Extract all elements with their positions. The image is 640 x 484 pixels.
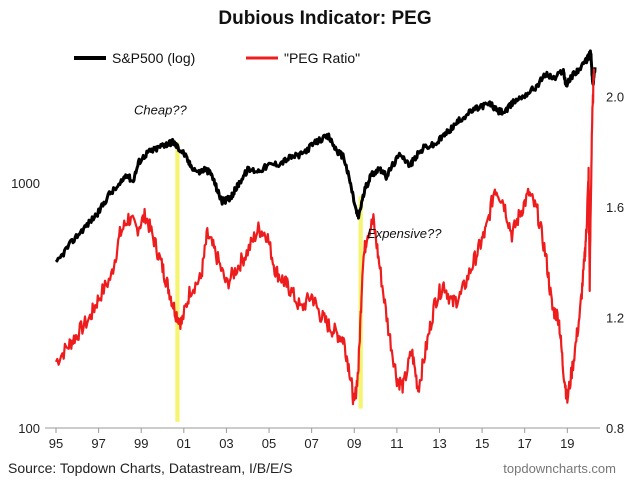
series-line-sp500	[54, 49, 597, 263]
chart-title: Dubious Indicator: PEG	[218, 8, 431, 29]
y-right-tick-label: 2.0	[606, 89, 624, 104]
series-line-peg	[55, 68, 595, 406]
x-tick-label: 99	[134, 436, 148, 451]
x-tick-label: 09	[347, 436, 361, 451]
x-tick-label: 95	[49, 436, 63, 451]
annotation-expensive: Expensive??	[367, 226, 442, 241]
highlight-bands	[175, 142, 363, 422]
site-watermark: topdowncharts.com	[503, 461, 616, 476]
x-tick-label: 03	[219, 436, 233, 451]
x-tick-label: 17	[517, 436, 531, 451]
y-right-tick-label: 0.8	[606, 421, 624, 436]
x-tick-label: 97	[91, 436, 105, 451]
x-tick-label: 05	[262, 436, 276, 451]
x-tick-label: 15	[475, 436, 489, 451]
x-axis-ticks: 95 97 99 01 03 05 07 09 11 13 15 17 19	[49, 428, 575, 451]
highlight-band-1	[175, 142, 180, 422]
x-tick-label: 11	[390, 436, 404, 451]
y-right-axis-ticks: 0.8 1.2 1.6 2.0	[606, 89, 624, 436]
x-tick-label: 07	[304, 436, 318, 451]
annotation-cheap: Cheap??	[134, 102, 188, 117]
y-right-tick-label: 1.2	[606, 310, 624, 325]
legend: S&P500 (log) "PEG Ratio"	[74, 50, 360, 66]
source-note: Source: Topdown Charts, Datastream, I/B/…	[8, 460, 293, 476]
x-tick-label: 19	[560, 436, 574, 451]
legend-label-peg: "PEG Ratio"	[284, 50, 360, 66]
y-left-tick-label: 100	[18, 421, 40, 436]
y-right-tick-label: 1.6	[606, 200, 624, 215]
x-tick-label: 01	[177, 436, 191, 451]
x-tick-label: 13	[432, 436, 446, 451]
legend-label-sp500: S&P500 (log)	[112, 50, 195, 66]
y-left-axis-ticks: 100 1000	[11, 176, 40, 436]
annotations: Cheap?? Expensive??	[134, 102, 442, 241]
y-left-tick-label: 1000	[11, 176, 40, 191]
series-layer	[54, 49, 597, 406]
